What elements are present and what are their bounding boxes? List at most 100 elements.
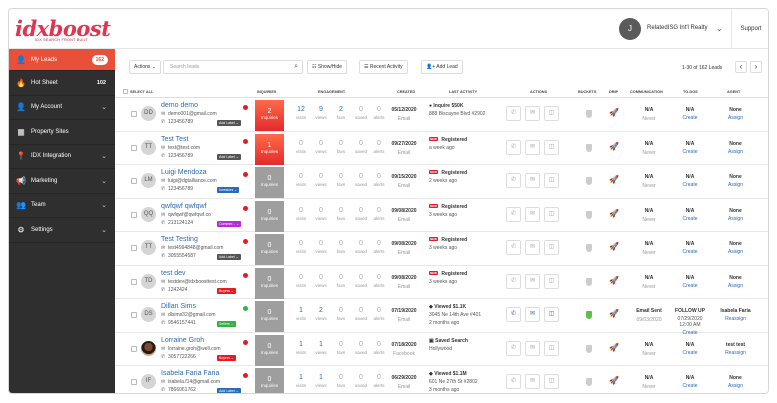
email-button[interactable]: ✉ [525, 139, 540, 155]
sms-button[interactable]: ◫ [544, 374, 559, 389]
sms-button[interactable]: ◫ [544, 139, 559, 155]
agent-assign-link[interactable]: Assign [727, 383, 743, 389]
email-button[interactable]: ✉ [525, 273, 540, 289]
label-tag[interactable]: Investors ⌄ [217, 187, 240, 193]
label-tag[interactable]: Buyers ⌄ [217, 287, 236, 294]
sms-button[interactable]: ◫ [544, 106, 559, 121]
lead-name-link[interactable]: Test Testing [161, 236, 198, 243]
bucket-icon[interactable] [586, 378, 592, 386]
bucket-icon[interactable] [586, 344, 592, 353]
support-link[interactable]: Support [731, 9, 768, 49]
agent-assign-link[interactable]: Assign [727, 282, 743, 289]
table-row[interactable]: TT Test Test ✉ test@test.com ✆ 123456789 A… [115, 133, 768, 165]
agent-assign-link[interactable]: Assign [727, 249, 743, 255]
sms-button[interactable]: ◫ [544, 273, 559, 289]
lead-name-link[interactable]: Luigi Mendoza [161, 169, 207, 176]
agent-assign-link[interactable]: Assign [727, 148, 743, 155]
label-tag[interactable]: Buyers ⌄ [217, 354, 236, 361]
lead-name-link[interactable]: test dev [161, 269, 186, 277]
label-tag[interactable]: Add Label ⌄ [217, 254, 241, 260]
row-checkbox[interactable] [131, 111, 137, 117]
row-checkbox[interactable] [131, 312, 137, 318]
row-checkbox[interactable] [131, 245, 137, 251]
agent-assign-link[interactable]: Reassign [725, 316, 746, 322]
agent-assign-link[interactable]: Assign [727, 215, 743, 222]
sidebar-item-property-sites[interactable]: ▦ Property Sites [9, 120, 115, 145]
next-page-button[interactable]: › [750, 61, 762, 73]
email-button[interactable]: ✉ [525, 173, 540, 188]
created-header[interactable]: CREATED [397, 90, 416, 94]
label-tag[interactable]: Add Label ⌄ [217, 388, 241, 393]
lead-name-link[interactable]: Lorraine Groh [161, 336, 205, 344]
inquiries-cell[interactable]: 0 Inquiries [255, 334, 284, 366]
todo-create-link[interactable]: Create [682, 282, 698, 289]
lead-name-link[interactable]: demo demo [161, 102, 198, 109]
sidebar-item-my-account[interactable]: 👤 My Account ⌄ [9, 96, 115, 120]
email-button[interactable]: ✉ [525, 340, 540, 356]
sidebar-item-settings[interactable]: ⚙ Settings ⌄ [9, 218, 115, 243]
search-input[interactable]: Search leads ⌕ [163, 60, 303, 74]
todo-create-link[interactable]: Create [682, 249, 698, 255]
avatar[interactable]: DD [141, 106, 156, 121]
rocket-icon[interactable]: 🚀 [609, 376, 619, 385]
avatar[interactable] [141, 340, 156, 356]
todo-create-link[interactable]: Create [682, 182, 698, 188]
table-row[interactable]: IF Isabela Faria Faria ✉ isabela.f14@gmai… [115, 367, 768, 393]
label-tag[interactable]: Commer... ⌄ [217, 220, 242, 227]
inquiries-cell[interactable]: 2 Inquiries [255, 100, 284, 131]
row-checkbox[interactable] [131, 379, 137, 385]
call-button[interactable]: ✆ [506, 240, 521, 255]
sms-button[interactable]: ◫ [544, 240, 559, 255]
actions-dropdown[interactable]: Actions ⌄ [129, 60, 161, 74]
inquiries-cell[interactable]: 0 Inquiries [255, 267, 284, 299]
select-all-header[interactable]: SELECT ALL [130, 90, 154, 94]
sidebar-item-team[interactable]: 👥 Team ⌄ [9, 194, 115, 218]
bucket-icon[interactable] [586, 244, 592, 252]
inquiries-cell[interactable]: 0 Inquiries [255, 301, 284, 332]
email-button[interactable]: ✉ [525, 307, 540, 322]
todo-create-link[interactable]: Create [682, 330, 698, 336]
rocket-icon[interactable]: 🚀 [609, 342, 619, 352]
email-button[interactable]: ✉ [525, 240, 540, 255]
todo-create-link[interactable]: Create [682, 115, 698, 121]
table-row[interactable]: TT Test Testing ✉ test4994848@gmail.com ✆… [115, 233, 768, 266]
call-button[interactable]: ✆ [506, 206, 521, 222]
avatar[interactable]: LM [141, 173, 156, 188]
call-button[interactable]: ✆ [506, 307, 521, 322]
lead-name-link[interactable]: Isabela Faria Faria [161, 370, 220, 377]
user-menu[interactable]: J RelatedISG Int'l Realty ⌄ [619, 15, 729, 45]
sms-button[interactable]: ◫ [544, 340, 559, 356]
user-avatar[interactable]: J [619, 18, 641, 40]
sms-button[interactable]: ◫ [544, 173, 559, 188]
inquiries-cell[interactable]: 1 Inquiries [255, 133, 284, 165]
rocket-icon[interactable]: 🚀 [609, 141, 619, 151]
table-row[interactable]: Lorraine Groh ✉ lorraine.groh@well.com ✆ 3… [115, 334, 768, 366]
sms-button[interactable]: ◫ [544, 307, 559, 322]
rocket-icon[interactable]: 🚀 [609, 309, 619, 318]
row-checkbox[interactable] [131, 178, 137, 184]
engagement-header[interactable]: ENGAGEMENT [318, 90, 346, 94]
rocket-icon[interactable]: 🚀 [609, 242, 619, 251]
lead-name-link[interactable]: qwfqwf qwfqwf [161, 202, 207, 210]
bucket-icon[interactable] [586, 110, 592, 118]
bucket-icon[interactable] [586, 177, 592, 185]
avatar[interactable]: QQ [141, 206, 156, 222]
todo-create-link[interactable]: Create [682, 349, 698, 356]
chevron-down-icon[interactable]: ⌄ [716, 24, 723, 33]
avatar[interactable]: DS [141, 307, 156, 322]
row-checkbox[interactable] [131, 211, 137, 218]
add-lead-button[interactable]: 👤+ Add Lead [421, 60, 463, 74]
rocket-icon[interactable]: 🚀 [609, 275, 619, 285]
email-button[interactable]: ✉ [525, 106, 540, 121]
agent-assign-link[interactable]: Assign [727, 115, 743, 121]
inquiries-header[interactable]: INQUIRIES [257, 90, 277, 94]
call-button[interactable]: ✆ [506, 106, 521, 121]
label-tag[interactable]: Add Label ⌄ [217, 120, 241, 126]
table-row[interactable]: QQ qwfqwf qwfqwf ✉ qwfqwf@qwfqwf.co ✆ 2131… [115, 200, 768, 232]
bucket-icon[interactable] [586, 277, 592, 286]
bucket-icon[interactable] [586, 311, 592, 319]
table-row[interactable]: TD test dev ✉ testdev@idxboosttest.com ✆ 1… [115, 267, 768, 299]
todo-create-link[interactable]: Create [682, 383, 698, 389]
todo-create-link[interactable]: Create [682, 215, 698, 222]
last-activity-header[interactable]: LAST ACTIVITY [449, 90, 478, 94]
